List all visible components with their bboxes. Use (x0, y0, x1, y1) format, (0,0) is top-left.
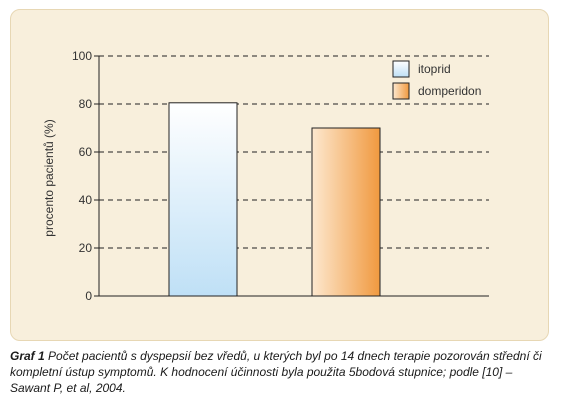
y-tick-label: 80 (79, 97, 93, 111)
legend-swatch-domperidon (392, 82, 410, 100)
y-tick-label: 40 (79, 193, 93, 207)
legend-swatch-itoprid (392, 60, 410, 78)
figure-caption: Graf 1 Počet pacientů s dyspepsií bez vř… (10, 348, 555, 396)
y-tick-label: 20 (79, 241, 93, 255)
y-tick-label: 60 (79, 145, 93, 159)
caption-text: Počet pacientů s dyspepsií bez vředů, u … (10, 349, 542, 395)
y-axis-label: procento pacientů (%) (42, 119, 56, 236)
bar-itoprid (168, 102, 238, 297)
bar-chart: 0 20 40 60 80 100 itoprid domperidon procento … (42, 49, 489, 303)
y-tick-label: 100 (72, 49, 92, 63)
bar-domperidon (311, 127, 381, 297)
y-tick-label: 0 (85, 289, 92, 303)
legend-label-domperidon: domperidon (418, 84, 481, 98)
legend-label-itoprid: itoprid (418, 62, 451, 76)
caption-label: Graf 1 (10, 349, 45, 363)
chart-panel (10, 9, 549, 341)
